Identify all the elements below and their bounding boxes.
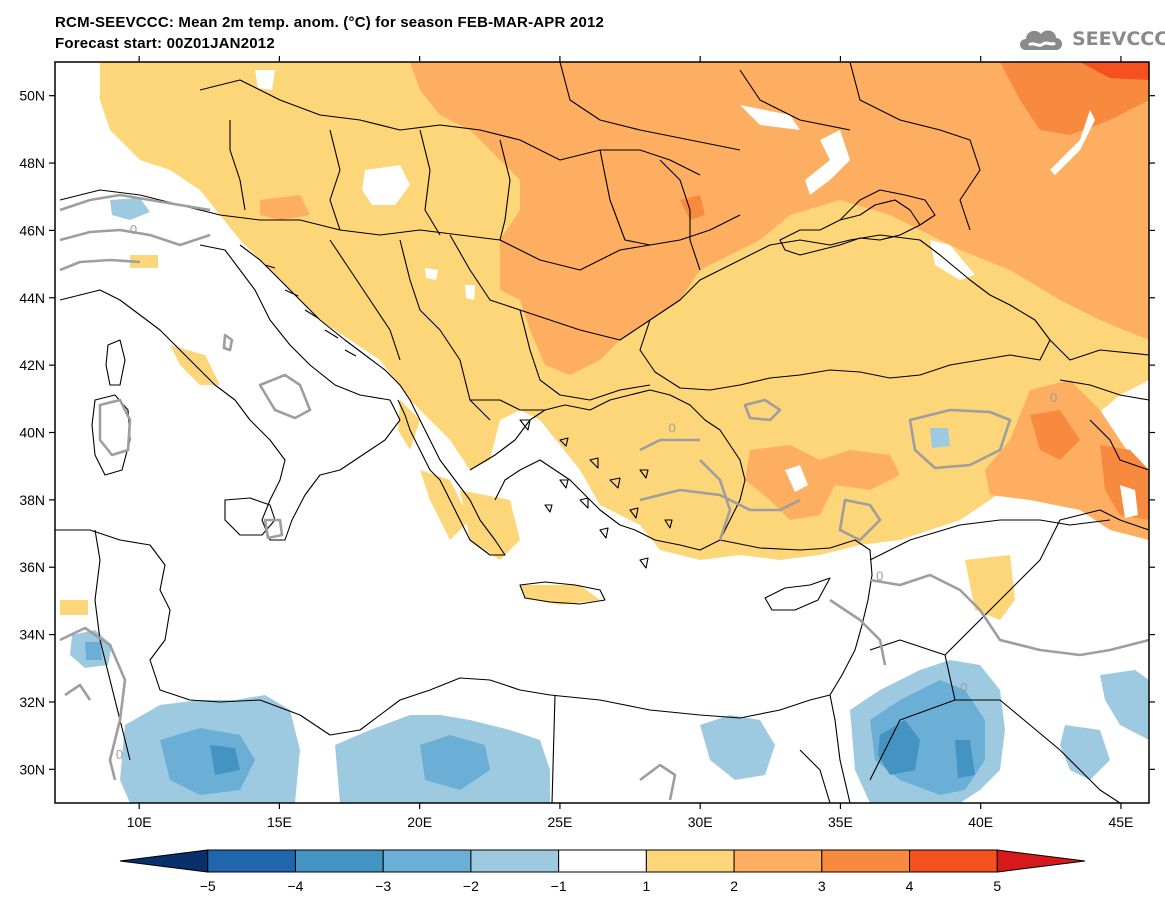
colorbar-label: −5 (200, 878, 216, 894)
anomaly-2-to-3-field (260, 62, 1149, 540)
colorbar-segment (558, 849, 647, 873)
chart-subtitle: Forecast start: 00Z01JAN2012 (55, 35, 275, 52)
azov-coast (839, 189, 936, 226)
lon-tick-label: 45E (1108, 814, 1133, 830)
lon-tick-label: 30E (688, 814, 713, 830)
lat-tick-label: 46N (19, 222, 45, 238)
colorbar-label: 3 (818, 878, 826, 894)
latitude-axis: 30N 32N 34N 36N 38N 40N 42N 44N 46N 48N 50N (19, 88, 1155, 777)
anomaly-3-to-4-field (680, 62, 1149, 520)
coastlines-and-borders (55, 62, 1149, 803)
contour-label: 0 (116, 747, 123, 762)
anomaly-4-to-5-field (1080, 62, 1149, 80)
sicily-coast (224, 497, 276, 536)
colorbar-label: −4 (287, 878, 303, 894)
lon-tick-label: 10E (127, 814, 152, 830)
contour-labels: 0 0 0 0 0 0 (116, 222, 1057, 762)
colorbar: −5 −4 −3 −2 −1 1 2 3 4 5 (119, 849, 1086, 894)
colorbar-label: 2 (730, 878, 738, 894)
lon-tick-label: 35E (828, 814, 853, 830)
colorbar-segment (207, 849, 296, 873)
colorbar-label: 4 (906, 878, 914, 894)
near-zero-patches (255, 70, 1138, 518)
crete-coast (519, 581, 606, 605)
cloud-logo-icon (1020, 30, 1062, 50)
contour-label: 0 (876, 569, 883, 584)
colorbar-label: 1 (642, 878, 650, 894)
lat-tick-label: 34N (19, 627, 45, 643)
seevccc-logo: SEEVCCC (1016, 24, 1165, 54)
colorbar-segment (645, 849, 735, 873)
lon-tick-label: 20E (407, 814, 432, 830)
lon-tick-label: 40E (968, 814, 993, 830)
italy-coast (59, 244, 401, 541)
lat-tick-label: 36N (19, 559, 45, 575)
logo-text: SEEVCCC (1072, 28, 1165, 50)
aegean-coast (469, 389, 746, 551)
lat-tick-label: 40N (19, 425, 45, 441)
balkan-coast (239, 244, 506, 556)
colorbar-segment (733, 849, 823, 873)
contour-label: 0 (130, 222, 137, 237)
lat-tick-label: 38N (19, 492, 45, 508)
lon-tick-label: 25E (547, 814, 572, 830)
colorbar-segment (470, 849, 560, 873)
colorbar-segment (382, 849, 472, 873)
anomaly-minus3-to-minus4-field (210, 720, 975, 778)
north-africa-coast (55, 529, 831, 736)
colorbar-segment (821, 849, 911, 873)
lat-tick-label: 44N (19, 290, 45, 306)
lat-tick-label: 32N (19, 694, 45, 710)
contour-label: 0 (1050, 390, 1057, 405)
zero-contours (59, 193, 1149, 801)
lat-tick-label: 50N (19, 88, 45, 104)
colorbar-label: −2 (463, 878, 479, 894)
lat-tick-label: 30N (19, 761, 45, 777)
levant-coast (719, 539, 873, 696)
lat-tick-label: 48N (19, 155, 45, 171)
colorbar-label: −1 (551, 878, 567, 894)
colorbar-segment (909, 849, 998, 873)
lat-tick-label: 42N (19, 357, 45, 373)
chart-title: RCM-SEEVCCC: Mean 2m temp. anom. (°C) fo… (55, 14, 605, 31)
black-sea-coast (639, 234, 1051, 391)
cyprus-coast (764, 577, 831, 611)
colorbar-label: −3 (375, 878, 391, 894)
contour-label: 0 (960, 680, 967, 695)
colorbar-label: 5 (993, 878, 1001, 894)
longitude-axis: 10E 15E 20E 25E 30E 35E 40E 45E (127, 56, 1133, 830)
contour-label: 0 (669, 421, 676, 436)
map-area: 0 0 0 0 0 0 (55, 62, 1149, 803)
colorbar-segment (294, 849, 384, 873)
colorbar-segment-upper-arrow (996, 849, 1086, 873)
colorbar-segment-lower-arrow (119, 849, 209, 873)
corsica-coast (105, 339, 126, 386)
lon-tick-label: 15E (267, 814, 292, 830)
